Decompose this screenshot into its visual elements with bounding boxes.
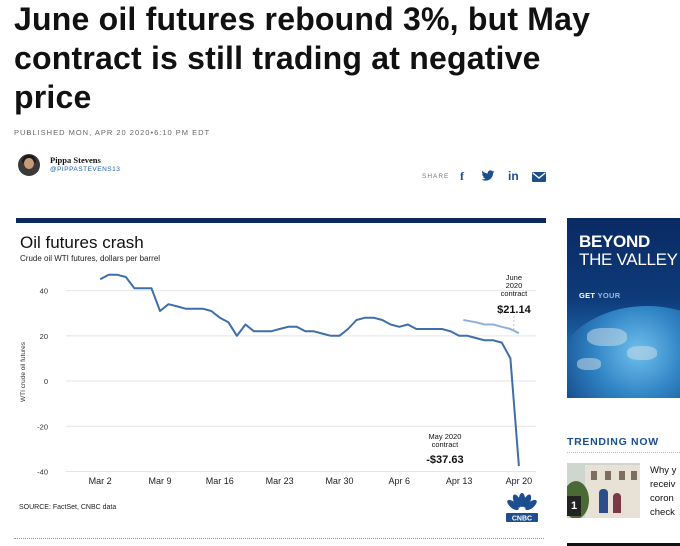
x-tick-label: Apr 13 (446, 476, 473, 486)
email-icon[interactable] (532, 172, 546, 182)
y-tick-label: -40 (37, 467, 48, 476)
x-tick-label: Mar 30 (325, 476, 353, 486)
published-timestamp: PUBLISHED MON, APR 20 2020•6:10 PM EDT (14, 128, 211, 137)
facebook-icon[interactable]: f (460, 169, 464, 183)
chart-subtitle: Crude oil WTI futures, dollars per barre… (20, 254, 161, 263)
may-2020-contract-line (99, 273, 520, 467)
x-tick-label: Mar 16 (206, 476, 234, 486)
x-tick-label: Apr 20 (506, 476, 533, 486)
author-name-link[interactable]: Pippa Stevens (50, 155, 101, 165)
promo-title-line1: BEYOND (579, 232, 650, 251)
y-tick-label: -20 (37, 422, 48, 431)
y-tick-label: 0 (44, 377, 48, 386)
may-contract-value: -$37.63 (426, 454, 463, 466)
promo-cta-part1: GET (579, 291, 598, 300)
june-contract-annotation-line: June (506, 273, 522, 282)
oil-futures-line-chart: 40 20 0 -20 -40 WTI crude oil futures Mar 2 Mar… (20, 273, 536, 486)
june-2020-contract-line (463, 319, 520, 335)
june-contract-value: $21.14 (497, 304, 532, 316)
trending-now-heading: TRENDING NOW (567, 436, 659, 448)
x-tick-label: Mar 9 (148, 476, 171, 486)
promo-cta-part2: YOUR (597, 291, 621, 300)
article-divider (14, 538, 544, 539)
earth-image (567, 306, 680, 398)
twitter-icon[interactable] (481, 170, 495, 182)
author-avatar[interactable] (18, 154, 40, 176)
author-twitter-handle[interactable]: @PIPPASTEVENS13 (50, 166, 121, 173)
may-contract-annotation-line: contract (432, 440, 460, 449)
promo-cta[interactable]: GET YOUR (579, 291, 620, 300)
trending-rank: 1 (567, 496, 581, 516)
trending-divider (567, 452, 680, 453)
sidebar-bottom-bar (567, 543, 680, 546)
x-tick-label: Apr 6 (389, 476, 411, 486)
chart-source: SOURCE: FactSet, CNBC data (19, 504, 117, 511)
promo-title-line2: THE VALLEY (579, 250, 678, 269)
chart-panel: Oil futures crash Crude oil WTI futures,… (16, 218, 546, 528)
chart-title: Oil futures crash (20, 233, 144, 252)
article-headline: June oil futures rebound 3%, but May con… (14, 1, 591, 115)
chart-top-bar (16, 218, 546, 223)
x-tick-label: Mar 23 (266, 476, 294, 486)
share-label: SHARE (422, 173, 450, 180)
y-axis-label: WTI crude oil futures (20, 341, 27, 402)
y-tick-label: 20 (40, 332, 48, 341)
cnbc-peacock-logo-icon: CNBC (506, 493, 538, 523)
svg-text:CNBC: CNBC (512, 516, 532, 523)
may-contract-annotation-line: May 2020 (428, 432, 461, 441)
y-tick-label: 40 (40, 287, 48, 296)
june-contract-annotation-line: 2020 (506, 281, 523, 290)
trending-headline-link[interactable]: Why y receiv coron check (650, 465, 677, 518)
linkedin-icon[interactable]: in (508, 169, 519, 183)
x-tick-label: Mar 2 (89, 476, 112, 486)
beyond-the-valley-promo[interactable]: BEYOND THE VALLEY GET YOUR (567, 218, 680, 398)
june-contract-annotation-line: contract (501, 289, 529, 298)
